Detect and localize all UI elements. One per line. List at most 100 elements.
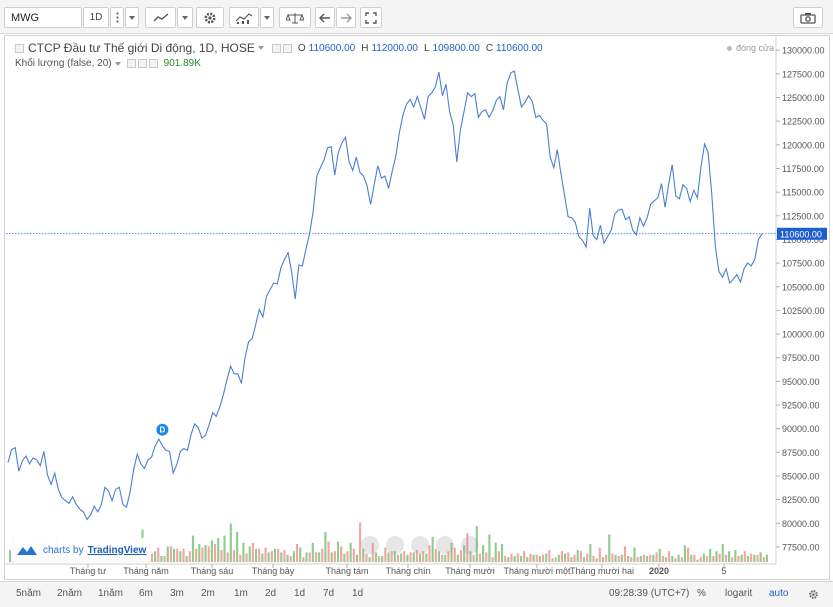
range-7d[interactable]: 7d [323, 588, 335, 599]
volume-bar-up [652, 554, 655, 562]
indicators-button[interactable] [229, 7, 259, 28]
scale-settings-gear-icon[interactable] [808, 589, 819, 600]
price-line [7, 70, 763, 521]
clock-text[interactable]: 09:28:39 (UTC+7) [609, 588, 690, 599]
chart-nav-button[interactable] [386, 536, 404, 554]
volume-bar-up [500, 544, 504, 562]
tradingview-watermark[interactable]: charts by TradingView [11, 538, 151, 562]
volume-bar-up [658, 548, 661, 562]
volume-bar-down [466, 533, 469, 562]
eye-icon[interactable] [126, 59, 136, 68]
dividend-marker[interactable] [156, 423, 169, 436]
undo-button[interactable] [315, 7, 335, 28]
volume-bar-up [709, 548, 712, 562]
chart-nav-button[interactable] [361, 536, 379, 554]
settings-icon[interactable] [137, 59, 147, 68]
volume-bar-down [245, 553, 248, 562]
volume-bar-up [538, 556, 541, 562]
volume-bar-up [286, 554, 289, 562]
chevron-down-icon[interactable] [257, 46, 264, 50]
chart-nav-button[interactable] [461, 536, 479, 554]
volume-value: 901.89K [163, 58, 201, 69]
volume-bar-up [765, 554, 768, 562]
y-tick-label: 90000.00 [782, 424, 820, 434]
volume-bar-up [185, 556, 188, 562]
more-vertical-icon [115, 12, 119, 23]
volume-bar-down [447, 551, 450, 562]
volume-bar-up [381, 556, 384, 562]
volume-bar-up [374, 552, 377, 562]
volume-bar-down [668, 551, 671, 562]
chart-style-dropdown[interactable] [177, 7, 193, 28]
volume-bar-down [251, 542, 254, 562]
dividend-marker-label: D [159, 426, 165, 435]
volume-bar-up [229, 523, 232, 562]
volume-bar-up [217, 538, 220, 562]
eye-icon[interactable] [271, 43, 281, 53]
volume-bar-up [400, 553, 403, 562]
volume-bar-up [576, 550, 579, 562]
interval-button[interactable]: 1D [83, 7, 109, 28]
volume-bar-down [415, 550, 418, 562]
volume-bar-up [160, 556, 163, 562]
log-toggle[interactable]: logarit [725, 588, 753, 599]
range-3m[interactable]: 3m [170, 588, 184, 599]
price-axis[interactable] [776, 36, 829, 579]
volume-bar-down [699, 557, 702, 562]
range-2d[interactable]: 2d [265, 588, 277, 599]
volume-bar-up [683, 545, 687, 562]
percent-toggle[interactable]: % [697, 588, 706, 599]
volume-bar-up [387, 552, 390, 562]
collapse-icon[interactable] [15, 43, 24, 53]
chevron-down-icon [129, 15, 135, 20]
volume-bar-down [333, 551, 336, 562]
chevron-down-icon[interactable] [114, 61, 121, 66]
volume-bar-up [639, 556, 642, 562]
volume-bar-down [277, 548, 280, 562]
volume-bar-down [232, 550, 236, 562]
range-1y[interactable]: 1năm [98, 588, 124, 599]
compare-button[interactable] [279, 7, 311, 28]
chart-area[interactable]: 77500.00 80000.00 82500.00 85000.00 87500.00… [4, 35, 830, 580]
settings-icon[interactable] [282, 43, 292, 53]
chart-nav-button[interactable] [411, 536, 429, 554]
close-icon[interactable] [148, 59, 158, 68]
volume-bar-up [608, 534, 611, 562]
chart-style-button[interactable] [145, 7, 176, 28]
volume-bar-up [412, 552, 415, 562]
chart-nav-button[interactable] [436, 536, 454, 554]
range-5y[interactable]: 5năm [16, 588, 42, 599]
chevron-down-icon [264, 15, 270, 20]
volume-bar-up [418, 553, 422, 562]
y-tick-label: 127500.00 [782, 69, 825, 79]
x-tick-label: Tháng bảy [252, 566, 295, 576]
settings-button[interactable] [196, 7, 224, 28]
redo-button[interactable] [336, 7, 356, 28]
volume-bar-down [314, 552, 318, 562]
scale-icon [286, 12, 304, 23]
indicators-dropdown[interactable] [260, 7, 274, 28]
series-legend: CTCP Đầu tư Thế giới Di động, 1D, HOSE O… [15, 41, 543, 55]
auto-toggle[interactable]: auto [769, 588, 789, 599]
y-tick-label: 80000.00 [782, 519, 820, 529]
y-tick-label: 97500.00 [782, 353, 820, 363]
fullscreen-button[interactable] [360, 7, 382, 28]
range-1d[interactable]: 1d [294, 588, 306, 599]
y-tick-label: 102500.00 [782, 306, 825, 316]
range-2y[interactable]: 2năm [57, 588, 83, 599]
range-1d-b[interactable]: 1d [352, 588, 364, 599]
range-1m[interactable]: 1m [234, 588, 248, 599]
snapshot-button[interactable] [793, 7, 823, 28]
volume-bar-down [201, 547, 204, 562]
range-6m[interactable]: 6m [139, 588, 153, 599]
volume-bar-down [365, 553, 368, 562]
price-chart[interactable]: 77500.00 80000.00 82500.00 85000.00 87500.00… [5, 36, 829, 579]
interval-more-button[interactable] [110, 7, 124, 28]
volume-bar-up [740, 554, 743, 562]
symbol-search-input[interactable]: MWG [4, 7, 82, 28]
range-2m[interactable]: 2m [201, 588, 215, 599]
volume-bar-up [248, 546, 251, 562]
interval-dropdown[interactable] [125, 7, 139, 28]
volume-bar-down [478, 553, 482, 562]
volume-title: Khối lượng (false, 20) [15, 58, 112, 69]
